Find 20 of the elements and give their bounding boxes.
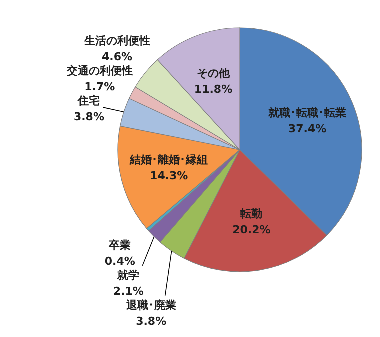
slice-label: 転勤 (240, 207, 263, 220)
slice-label: 退職･廃業 (125, 298, 176, 312)
data-label: 4.6% (102, 50, 133, 64)
data-label: 20.2% (232, 223, 271, 236)
slice-label: 就職･転職･転業 (268, 106, 347, 120)
slice-label: その他 (197, 66, 232, 80)
slice-label: 結婚･離婚･縁組 (129, 153, 208, 166)
data-label: 11.8% (194, 82, 233, 96)
data-label: 2.1% (113, 284, 144, 298)
data-label: 1.7% (84, 80, 116, 94)
slice-label: 交通の利便性 (66, 64, 133, 78)
data-label: 0.4% (104, 254, 136, 268)
slice-label: 卒業 (108, 238, 132, 252)
slice-label: 就学 (116, 268, 140, 282)
data-label: 3.8% (74, 110, 104, 124)
data-label: 3.8% (136, 314, 167, 328)
slice-label: 住宅 (77, 94, 100, 108)
data-label: 37.4% (288, 122, 327, 136)
slice-label: 生活の利便性 (83, 34, 150, 48)
data-label: 14.3% (150, 169, 188, 182)
